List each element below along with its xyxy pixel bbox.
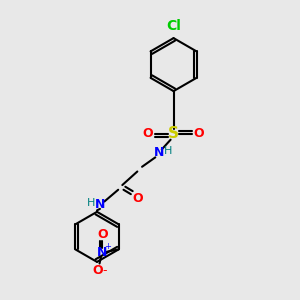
Text: -: - xyxy=(102,264,107,277)
Text: H: H xyxy=(87,198,95,208)
Text: O: O xyxy=(142,127,153,140)
Text: N: N xyxy=(95,198,105,211)
Text: O: O xyxy=(194,127,205,140)
Text: N: N xyxy=(154,146,164,159)
Text: Cl: Cl xyxy=(166,19,181,33)
Text: +: + xyxy=(104,242,111,251)
Text: O: O xyxy=(93,264,104,277)
Text: O: O xyxy=(132,192,143,205)
Text: O: O xyxy=(97,228,108,241)
Text: H: H xyxy=(164,146,172,157)
Text: S: S xyxy=(168,126,179,141)
Text: N: N xyxy=(97,246,108,259)
